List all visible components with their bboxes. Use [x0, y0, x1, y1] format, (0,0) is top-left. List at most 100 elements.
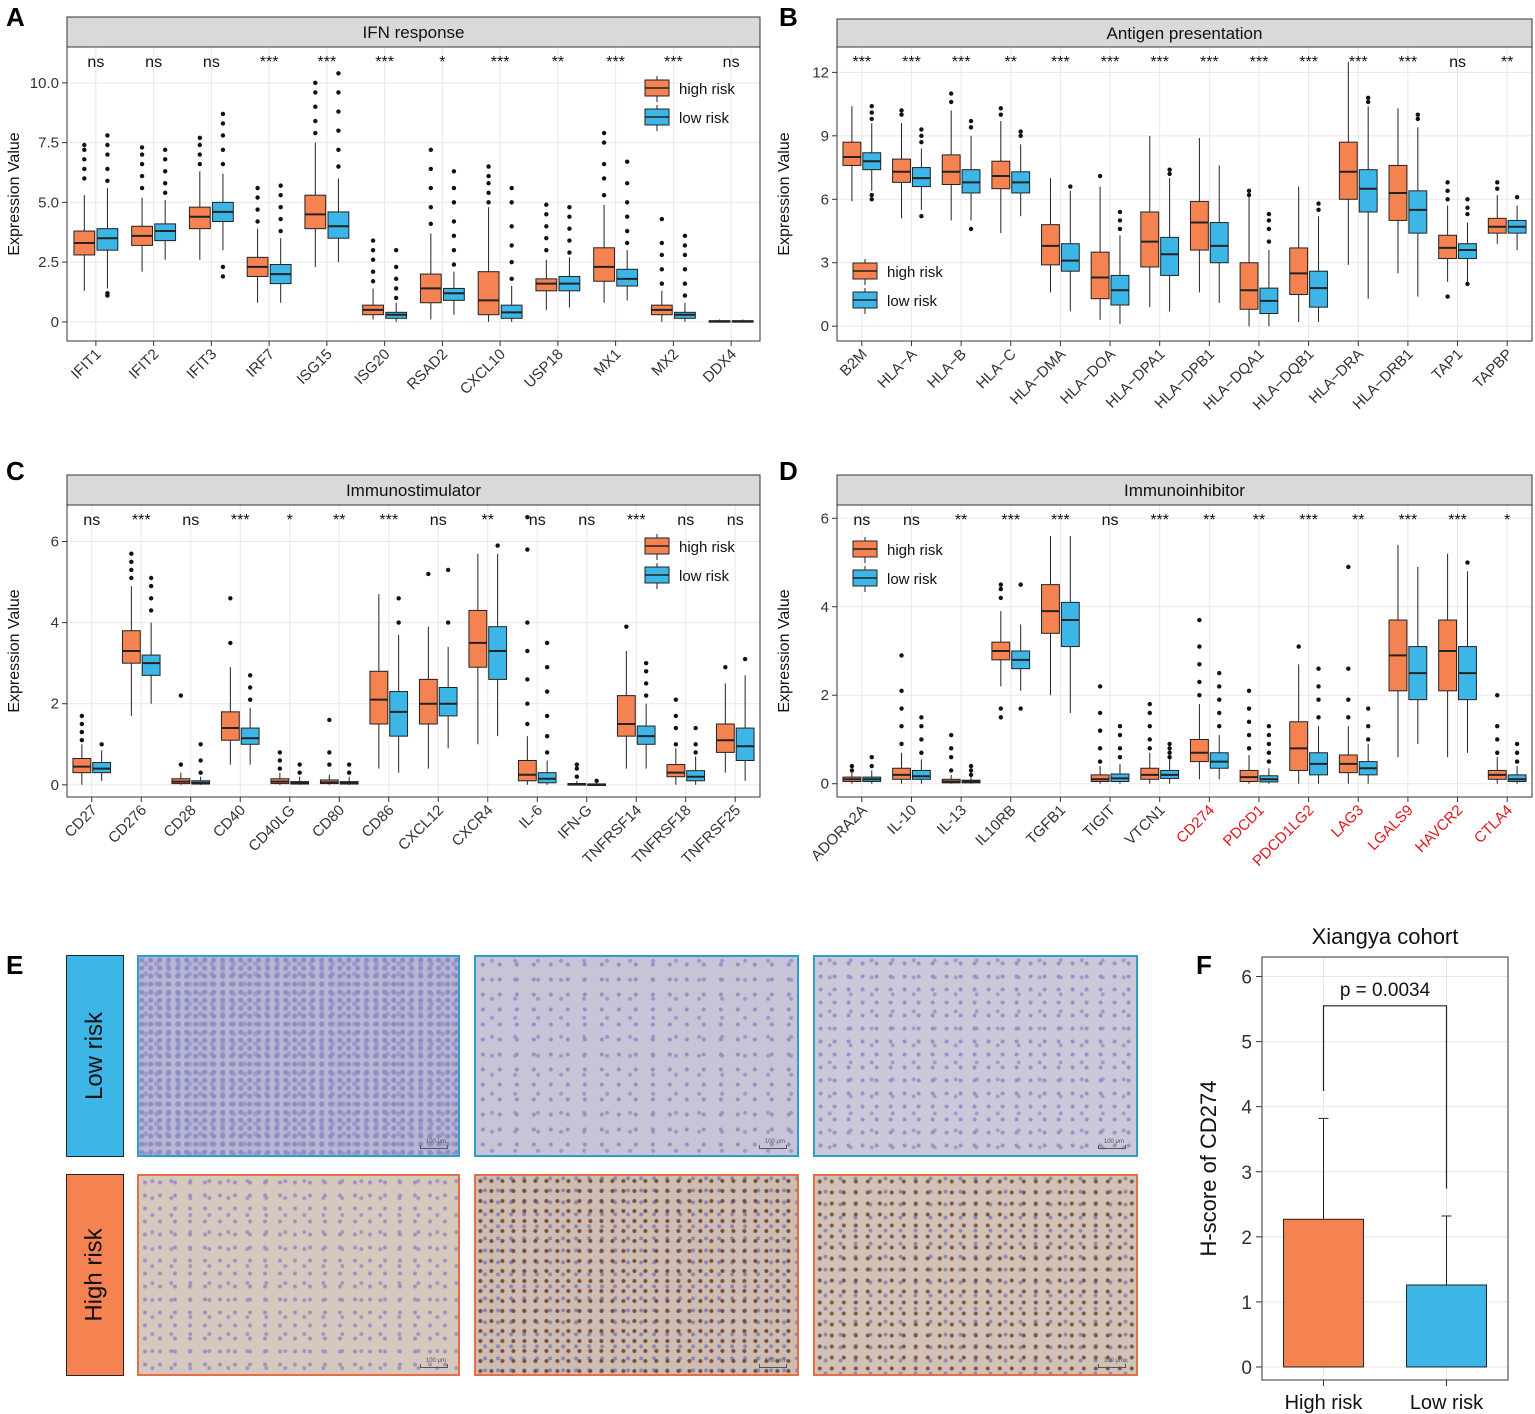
outlier-point	[574, 766, 580, 771]
bar	[1406, 1284, 1487, 1368]
outlier-point	[336, 109, 341, 114]
box	[92, 762, 112, 774]
outlier-point	[693, 725, 698, 731]
outlier-point	[255, 207, 260, 212]
x-tick-label: VTCN1	[1122, 802, 1169, 849]
outlier-point	[79, 729, 85, 735]
box	[438, 687, 458, 717]
outlier-point	[297, 762, 302, 767]
outlier-point	[336, 128, 341, 133]
y-axis-label-f: H-score of CD274	[1196, 1080, 1221, 1256]
x-tick-label: IFIT3	[183, 346, 220, 383]
y-tick-label: 2.5	[38, 254, 59, 271]
significance-label: ns	[87, 54, 104, 71]
outlier-point	[567, 226, 572, 231]
outlier-point	[277, 758, 283, 763]
chart-title-f: Xiangya cohort	[1312, 924, 1459, 949]
significance-label: **	[955, 512, 967, 529]
outlier-point	[139, 161, 145, 167]
outlier-point	[1246, 746, 1252, 751]
outlier-point	[509, 185, 514, 191]
ihc-image-high-3: 100 μm	[813, 1174, 1138, 1376]
outlier-point	[1514, 194, 1520, 200]
outlier-point	[178, 762, 184, 767]
row-label-low-risk: Low risk	[66, 955, 124, 1157]
outlier-point	[1197, 693, 1202, 698]
outlier-point	[998, 106, 1004, 111]
significance-label: ns	[723, 54, 740, 71]
significance-label: ns	[727, 512, 744, 529]
outlier-point	[79, 738, 85, 743]
significance-label: ns	[903, 512, 920, 529]
box	[240, 727, 260, 745]
outlier-point	[129, 551, 134, 556]
outlier-point	[968, 763, 974, 769]
significance-label: ns	[430, 512, 447, 529]
outlier-point	[948, 91, 954, 96]
outlier-point	[1097, 728, 1103, 733]
outlier-point	[336, 164, 341, 169]
legend-label: low risk	[887, 293, 938, 310]
outlier-point	[1117, 732, 1123, 738]
outlier-point	[445, 567, 451, 573]
outlier-point	[998, 582, 1004, 587]
scale-label: 100 μm	[425, 1358, 446, 1364]
box	[1358, 169, 1378, 213]
significance-label: ***	[852, 54, 871, 71]
box	[842, 141, 862, 166]
x-tick-label: MX2	[648, 346, 682, 380]
outlier-point	[723, 665, 728, 670]
scale-bar	[420, 1145, 448, 1149]
outlier-point	[544, 733, 550, 739]
outlier-point	[682, 267, 688, 272]
outlier-point	[370, 269, 376, 274]
outlier-point	[1147, 746, 1152, 751]
outlier-point	[162, 157, 168, 162]
outlier-point	[1365, 737, 1371, 742]
box	[1189, 200, 1209, 251]
y-tick-label: 6	[51, 534, 59, 551]
outlier-point	[79, 721, 85, 727]
outlier-point	[1514, 750, 1520, 755]
outlier-point	[525, 620, 530, 625]
significance-label: *	[439, 54, 445, 71]
outlier-point	[601, 192, 607, 198]
outlier-point	[445, 620, 451, 625]
outlier-point	[919, 737, 924, 742]
significance-label: *	[287, 512, 293, 529]
outlier-point	[968, 118, 974, 124]
outlier-point	[899, 653, 904, 658]
outlier-point	[968, 772, 974, 778]
outlier-point	[998, 586, 1004, 592]
outlier-point	[693, 750, 698, 755]
outlier-point	[1266, 759, 1272, 764]
outlier-point	[693, 742, 698, 747]
outlier-point	[682, 293, 688, 298]
outlier-point	[1117, 226, 1123, 232]
scale-bar	[1098, 1364, 1126, 1368]
outlier-point	[624, 200, 630, 205]
outlier-point	[1266, 211, 1272, 217]
significance-label: ns	[145, 54, 162, 71]
outlier-point	[428, 204, 434, 210]
outlier-point	[567, 238, 572, 243]
x-tick-label: TAPBP	[1470, 346, 1516, 392]
y-tick-label: 0	[821, 318, 829, 335]
outlier-point	[544, 713, 550, 719]
outlier-point	[1217, 697, 1222, 702]
outlier-point	[197, 152, 203, 157]
outlier-point	[525, 701, 530, 706]
outlier-point	[370, 238, 376, 243]
outlier-point	[1246, 192, 1252, 198]
significance-label: ***	[1399, 54, 1418, 71]
outlier-point	[105, 290, 110, 296]
box	[715, 723, 735, 753]
outlier-point	[525, 514, 530, 520]
outlier-point	[1018, 706, 1023, 711]
outlier-point	[998, 715, 1004, 720]
outlier-point	[1217, 710, 1222, 716]
outlier-point	[105, 152, 110, 157]
ihc-image-low-2: 100 μm	[474, 955, 799, 1157]
box	[1309, 270, 1328, 308]
panel-letter-f: F	[1196, 950, 1212, 980]
